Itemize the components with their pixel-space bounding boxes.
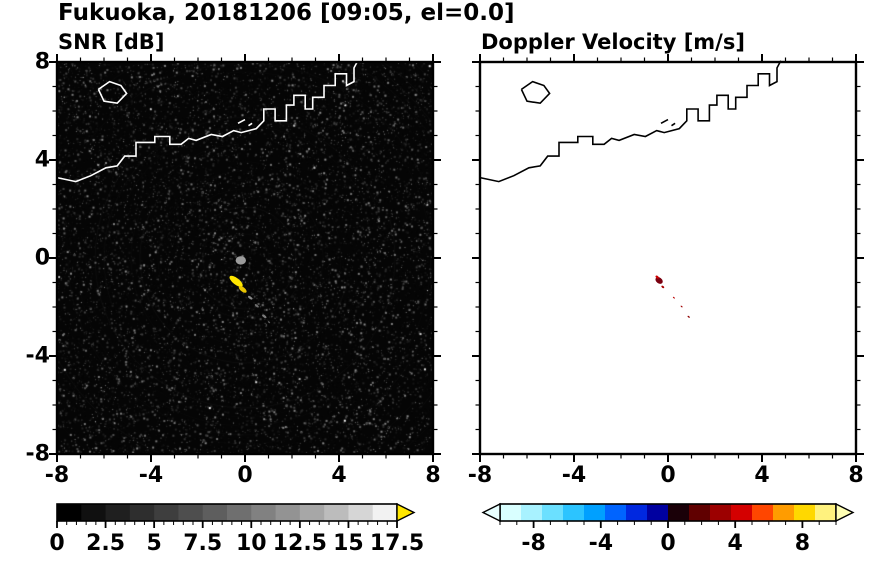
coastline xyxy=(479,60,782,183)
x-tick-label: 4 xyxy=(331,463,347,488)
colorbar-tick-label: 12.5 xyxy=(272,531,327,556)
colorbar-tick-label: -8 xyxy=(521,531,546,556)
colorbar-segment xyxy=(815,504,837,521)
colorbar-segment xyxy=(202,504,228,521)
radar-echo xyxy=(238,286,247,293)
x-tick-label: -8 xyxy=(44,463,70,488)
x-tick-label: 8 xyxy=(848,463,864,488)
x-tick-label: 0 xyxy=(237,463,253,488)
snr-colorbar xyxy=(56,502,416,528)
island-outline xyxy=(520,80,551,105)
colorbar-segment xyxy=(324,504,350,521)
colorbar-segment xyxy=(605,504,627,521)
colorbar-tick-label: 17.5 xyxy=(369,531,425,556)
x-tick-label: 0 xyxy=(660,463,676,488)
figure-title: Fukuoka, 20181206 [09:05, el=0.0] xyxy=(58,0,515,26)
radar-echo xyxy=(655,277,663,284)
colorbar-segment xyxy=(81,504,107,521)
colorbar-segment xyxy=(348,504,374,521)
colorbar-segment xyxy=(710,504,732,521)
colorbar-tick-label: 8 xyxy=(794,531,811,556)
colorbar-segment xyxy=(752,504,774,521)
y-tick-label: 0 xyxy=(34,245,50,271)
colorbars xyxy=(56,502,855,528)
colorbar-segment xyxy=(689,504,711,521)
colorbar-tick-label: 2.5 xyxy=(86,531,126,556)
colorbar-tick-label: 0 xyxy=(660,531,676,556)
colorbar-segment xyxy=(521,504,543,521)
coast-mark xyxy=(248,122,253,127)
velocity-plot-overlay xyxy=(472,54,864,462)
velocity-colorbar xyxy=(481,502,855,528)
colorbar-segment xyxy=(731,504,753,521)
radar-echo xyxy=(235,256,246,265)
colorbar-tick-label: 4 xyxy=(727,531,743,556)
velocity-panel-title: Doppler Velocity [m/s] xyxy=(481,30,745,54)
colorbar-segment xyxy=(773,504,795,521)
radar-echo xyxy=(254,304,259,308)
colorbar-tick-label: 7.5 xyxy=(183,531,223,556)
radar-echo xyxy=(267,321,271,324)
colorbar-over-arrow xyxy=(835,502,855,523)
radar-echo xyxy=(248,295,253,300)
colorbar-segment xyxy=(372,504,398,521)
colorbar-under-arrow xyxy=(481,502,501,523)
colorbar-segment xyxy=(154,504,180,521)
colorbar-segment xyxy=(129,504,155,521)
snr-panel-title: SNR [dB] xyxy=(58,30,165,54)
colorbar-segment xyxy=(794,504,816,521)
coastline xyxy=(56,60,359,183)
x-tick-label: 8 xyxy=(425,463,441,488)
x-tick-label: 4 xyxy=(754,463,770,488)
colorbar-segment xyxy=(57,504,82,521)
x-tick-label: -4 xyxy=(138,463,164,488)
plot-frame xyxy=(478,60,858,456)
colorbar-segment xyxy=(647,504,669,521)
snr-plot-area xyxy=(49,54,441,462)
coast-mark xyxy=(671,122,676,127)
x-tick-label: -4 xyxy=(561,463,587,488)
radar-echo xyxy=(680,305,683,308)
coast-mark xyxy=(237,118,246,125)
colorbar-tick-label: 5 xyxy=(146,531,162,556)
radar-echo xyxy=(661,285,665,289)
radar-echo xyxy=(687,315,690,318)
y-tick-label: -4 xyxy=(25,343,50,369)
colorbar-segment xyxy=(227,504,252,521)
colorbar-segment xyxy=(275,504,301,521)
colorbar-segment xyxy=(542,504,564,521)
coast-mark xyxy=(660,118,669,125)
snr-plot-overlay xyxy=(49,54,441,462)
colorbar-segment xyxy=(178,504,204,521)
colorbar-segment xyxy=(563,504,585,521)
colorbar-segment xyxy=(500,504,522,521)
colorbar-segment xyxy=(251,504,277,521)
colorbar-segment xyxy=(105,504,131,521)
colorbar-tick-label: 15 xyxy=(333,531,364,556)
island-outline xyxy=(97,80,128,105)
x-tick-label: -8 xyxy=(467,463,493,488)
colorbar-tick-label: 0 xyxy=(49,531,65,556)
colorbar-over-arrow xyxy=(396,502,416,523)
y-tick-label: 4 xyxy=(34,147,50,173)
colorbar-segment xyxy=(668,504,690,521)
radar-echo xyxy=(672,296,675,299)
radar-echo xyxy=(229,275,243,287)
colorbar-segment xyxy=(299,504,325,521)
y-tick-label: 8 xyxy=(34,49,50,75)
colorbar-segment xyxy=(584,504,606,521)
colorbar-tick-label: -4 xyxy=(588,531,614,556)
y-tick-label: -8 xyxy=(25,441,50,467)
colorbar-tick-label: 10 xyxy=(235,531,267,556)
velocity-plot-area xyxy=(472,54,864,462)
radar-echo xyxy=(262,314,267,319)
radar-echo xyxy=(655,275,659,279)
colorbar-segment xyxy=(626,504,648,521)
